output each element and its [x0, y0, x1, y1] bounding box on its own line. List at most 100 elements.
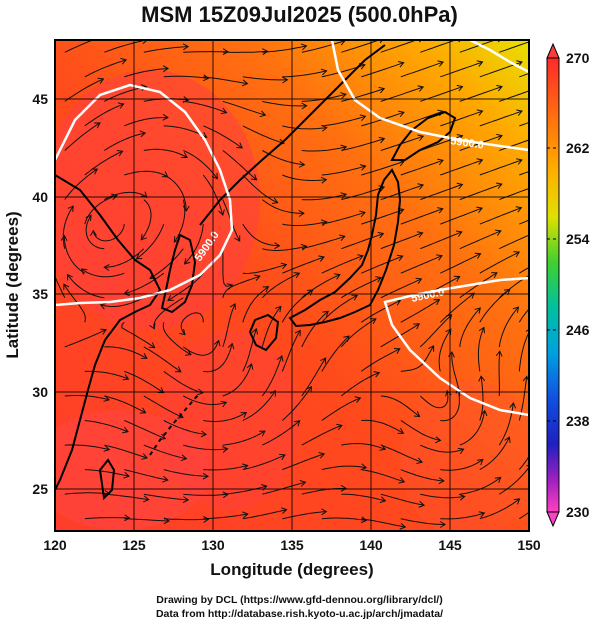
- streamline: [85, 215, 105, 250]
- streamline-arrowhead: [80, 268, 88, 275]
- x-tick-label: 135: [280, 537, 304, 553]
- streamline: [104, 346, 148, 359]
- streamline-arrowhead: [360, 516, 368, 524]
- streamline-arrowhead: [433, 299, 441, 306]
- streamline: [518, 308, 529, 323]
- streamline-arrowhead: [275, 305, 282, 313]
- streamline-arrowhead: [213, 339, 221, 347]
- streamline-arrowhead: [234, 235, 241, 242]
- streamline-arrowhead: [456, 84, 464, 92]
- coastline-japan-honshu: [288, 168, 402, 328]
- streamline: [477, 327, 485, 372]
- streamline-arrowhead: [516, 158, 523, 165]
- streamline-arrowhead: [63, 283, 70, 291]
- streamline-arrowhead: [259, 110, 267, 118]
- streamline-arrowhead: [357, 254, 364, 261]
- streamline: [282, 453, 325, 471]
- streamline-arrowhead: [100, 34, 106, 40]
- streamline: [104, 132, 146, 151]
- streamline-arrowhead: [474, 307, 481, 314]
- credit-drawing: Drawing by DCL (https://www.gfd-dennou.o…: [156, 594, 443, 606]
- streamline: [282, 125, 327, 130]
- streamline: [400, 518, 446, 525]
- streamline-arrowhead: [280, 262, 288, 270]
- streamline-arrowhead: [437, 207, 444, 214]
- streamline: [400, 469, 444, 482]
- streamline: [499, 41, 529, 53]
- colorbar-tick-label: 230: [566, 504, 590, 520]
- streamline-arrowhead: [241, 463, 249, 471]
- streamline-arrowhead: [396, 254, 404, 262]
- streamline: [124, 469, 168, 481]
- streamline: [222, 363, 253, 397]
- streamline: [63, 235, 86, 274]
- y-tick-label: 35: [32, 286, 48, 302]
- x-axis: 120 125 130 135 140 145 150 Longitude (d…: [43, 537, 541, 579]
- coastline-taiwan: [98, 458, 116, 501]
- streamline-arrowhead: [175, 366, 182, 373]
- streamline: [183, 395, 227, 406]
- streamline-arrowhead: [271, 197, 279, 204]
- streamline-arrowhead: [279, 453, 286, 461]
- streamline-arrowhead: [437, 158, 444, 166]
- streamline-arrowhead: [294, 329, 301, 337]
- streamline: [84, 195, 118, 225]
- streamline-arrowhead: [393, 348, 401, 354]
- streamline: [64, 40, 95, 53]
- streamline-arrowhead: [456, 134, 464, 141]
- streamline: [100, 297, 145, 308]
- streamline: [183, 51, 228, 53]
- streamline: [202, 174, 224, 216]
- geopotential-contours: [55, 40, 529, 417]
- streamline: [124, 370, 164, 394]
- streamline-arrowhead: [320, 176, 328, 184]
- streamline: [400, 345, 435, 372]
- streamline: [360, 348, 401, 372]
- streamline: [242, 174, 278, 204]
- streamline-arrowhead: [200, 430, 208, 438]
- streamline: [518, 455, 529, 470]
- streamline: [498, 306, 519, 347]
- streamline-arrowhead: [301, 102, 308, 110]
- streamline: [321, 165, 366, 176]
- streamline: [81, 268, 125, 278]
- streamline: [183, 340, 220, 356]
- streamline: [64, 329, 107, 348]
- streamline-arrowhead: [536, 85, 542, 91]
- streamline: [361, 160, 405, 176]
- streamline-arrowhead: [300, 243, 308, 251]
- streamline: [104, 191, 148, 201]
- streamline: [222, 430, 266, 446]
- streamline-arrowhead: [438, 477, 445, 485]
- coastline-north: [199, 44, 386, 226]
- streamline: [440, 207, 483, 225]
- contour-line-1: [55, 83, 234, 307]
- streamline-arrowhead: [503, 288, 511, 296]
- streamline-arrowhead: [495, 229, 502, 236]
- streamline-arrowhead: [122, 374, 130, 381]
- streamline: [340, 318, 377, 348]
- streamline: [136, 223, 165, 260]
- streamline: [498, 402, 514, 446]
- colorbar-bar: [546, 57, 560, 513]
- colorbar-tick-label: 246: [566, 322, 590, 338]
- streamline-arrowhead: [99, 303, 107, 310]
- streamline-arrowhead: [140, 233, 147, 241]
- streamline: [321, 211, 366, 225]
- streamline-arrowhead: [111, 193, 118, 201]
- streamline-arrowhead: [241, 79, 249, 87]
- coastline-kyushu: [248, 313, 280, 352]
- streamline-arrowhead: [455, 230, 463, 237]
- streamline: [143, 395, 184, 418]
- streamline: [400, 159, 444, 176]
- x-tick-label: 130: [201, 537, 225, 553]
- streamline-arrowhead: [183, 258, 191, 265]
- streamline-arrowhead: [536, 183, 542, 189]
- streamline-arrowhead: [338, 234, 346, 242]
- streamline-arrowhead: [282, 76, 289, 84]
- streamline: [380, 278, 422, 299]
- streamline-arrowhead: [378, 86, 386, 94]
- streamline-arrowhead: [375, 276, 382, 283]
- streamline-arrowhead: [124, 514, 131, 522]
- streamline-arrowhead: [143, 495, 150, 503]
